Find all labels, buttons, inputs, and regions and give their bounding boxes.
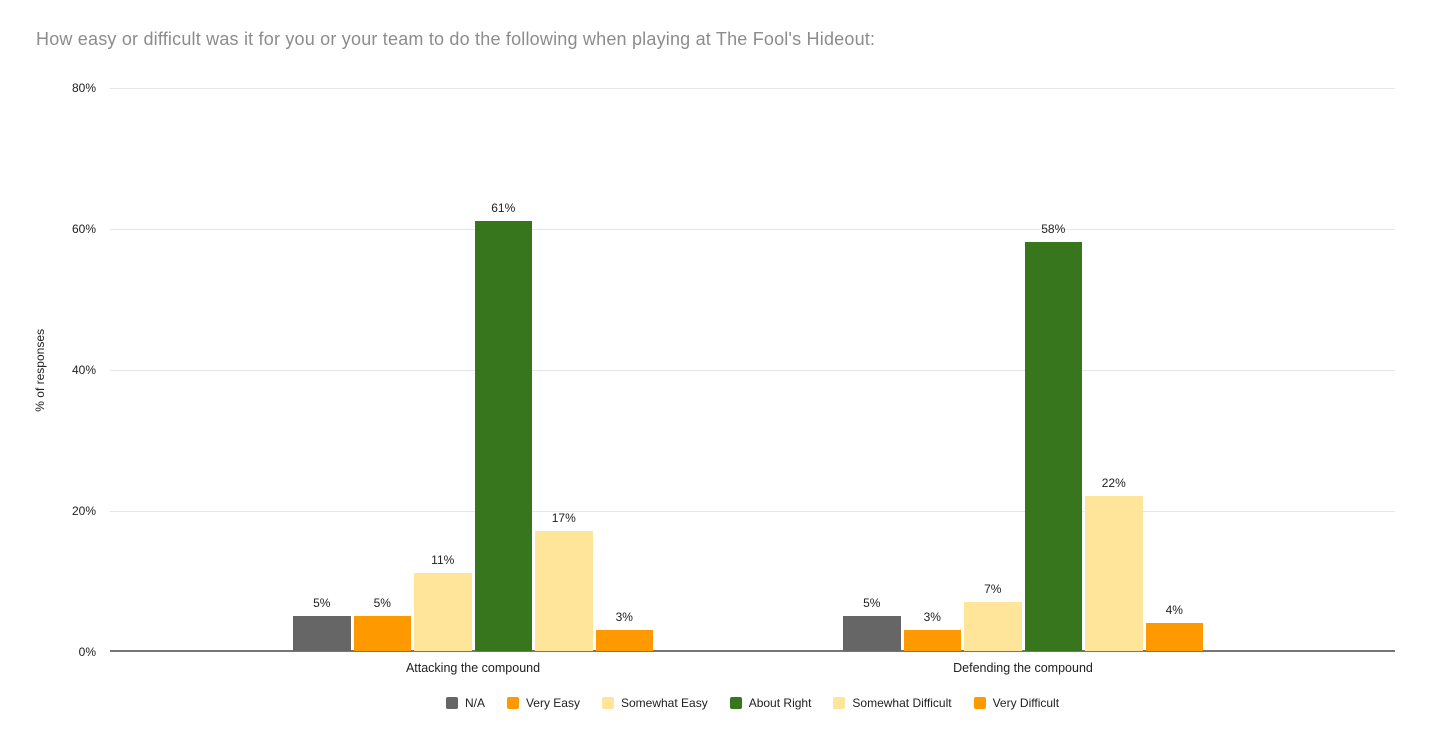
bar-value-label: 5%	[863, 595, 881, 610]
x-axis-baseline	[110, 650, 1395, 652]
bar-cell: 61%	[474, 88, 532, 651]
bar-value-label: 17%	[551, 511, 576, 526]
bar-cell: 58%	[1024, 88, 1082, 651]
bar-cell: 3%	[903, 88, 961, 651]
legend-swatch-icon	[729, 697, 742, 709]
bar-0-3[interactable]	[474, 220, 532, 651]
plot-area: 5% 5% 11% 61% 17% 3% 5% 3% 7% 58% 22% 4%	[110, 88, 1395, 652]
bar-0-4[interactable]	[535, 531, 593, 651]
legend-label: Somewhat Difficult	[852, 696, 952, 710]
legend-label: N/A	[464, 696, 485, 710]
legend-item: Somewhat Easy	[601, 696, 708, 710]
y-tick-label: 0%	[78, 645, 96, 659]
legend-label: About Right	[748, 696, 812, 710]
legend-item: Very Easy	[506, 696, 580, 710]
bar-cell: 11%	[414, 88, 472, 651]
legend-swatch-icon	[445, 697, 458, 709]
bar-cell: 5%	[353, 88, 411, 651]
legend-swatch-icon	[506, 697, 519, 709]
bar-value-label: 11%	[431, 553, 455, 568]
bar-value-label: 58%	[1041, 222, 1066, 237]
legend-item: Somewhat Difficult	[833, 696, 952, 710]
chart-title: How easy or difficult was it for you or …	[36, 29, 876, 49]
legend-label: Very Difficult	[992, 696, 1060, 710]
bar-value-label: 61%	[491, 200, 516, 215]
bar-value-label: 4%	[1165, 602, 1183, 617]
x-category-label: Defending the compound	[953, 661, 1093, 675]
bar-0-0[interactable]	[293, 615, 351, 651]
legend: N/A Very Easy Somewhat Easy About Right Some…	[110, 696, 1395, 710]
bar-value-label: 3%	[923, 609, 941, 624]
bar-value-label: 7%	[984, 581, 1002, 596]
legend-label: Very Easy	[525, 696, 580, 710]
y-tick-label: 80%	[71, 81, 96, 95]
legend-swatch-icon	[601, 697, 614, 709]
bar-cell: 17%	[535, 88, 593, 651]
y-tick-label: 20%	[71, 504, 96, 518]
legend-item: N/A	[445, 696, 485, 710]
legend-swatch-icon	[973, 697, 986, 709]
bar-1-1[interactable]	[903, 629, 961, 651]
bar-value-label: 5%	[373, 595, 391, 610]
gridline	[110, 370, 1395, 371]
bar-value-label: 3%	[615, 609, 633, 624]
gridline	[110, 511, 1395, 512]
y-tick-label: 40%	[71, 363, 96, 377]
x-category-label: Attacking the compound	[405, 661, 541, 675]
bar-cell: 4%	[1145, 88, 1203, 651]
bar-group: 5% 3% 7% 58% 22% 4%	[843, 88, 1203, 651]
bar-1-4[interactable]	[1085, 495, 1143, 651]
legend-label: Somewhat Easy	[620, 696, 708, 710]
gridline	[110, 229, 1395, 230]
bar-0-5[interactable]	[595, 629, 653, 651]
gridline	[110, 88, 1395, 89]
bar-1-3[interactable]	[1024, 242, 1082, 651]
legend-swatch-icon	[833, 697, 846, 709]
bar-0-2[interactable]	[414, 573, 472, 651]
bar-1-2[interactable]	[964, 601, 1022, 651]
y-tick-label: 60%	[71, 222, 96, 236]
bar-1-5[interactable]	[1145, 622, 1203, 651]
bar-cell: 5%	[843, 88, 901, 651]
legend-item: Very Difficult	[973, 696, 1060, 710]
bar-cell: 3%	[595, 88, 653, 651]
bar-0-1[interactable]	[353, 615, 411, 651]
bar-group: 5% 5% 11% 61% 17% 3%	[293, 88, 653, 651]
bar-1-0[interactable]	[843, 615, 901, 651]
bar-cell: 5%	[293, 88, 351, 651]
bar-cell: 22%	[1085, 88, 1143, 651]
bar-cell: 7%	[964, 88, 1022, 651]
legend-item: About Right	[729, 696, 812, 710]
bar-value-label: 5%	[313, 595, 331, 610]
bar-value-label: 22%	[1101, 475, 1126, 490]
